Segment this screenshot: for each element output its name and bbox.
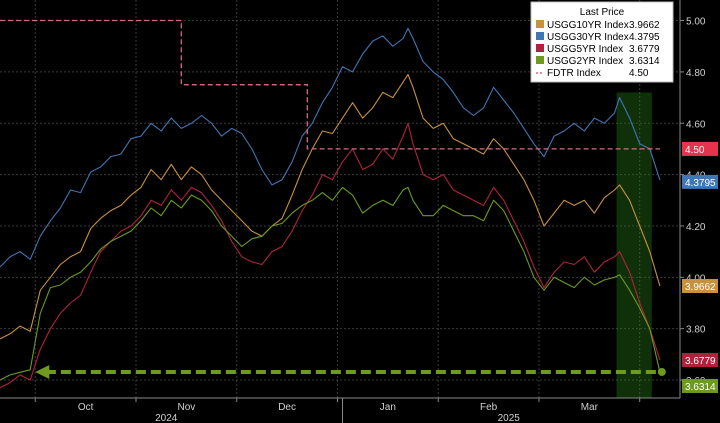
legend-swatch [536, 56, 544, 64]
series-line-usgg10yr-index [0, 73, 661, 340]
series-line-fdtr-index [0, 19, 660, 150]
last-value-tags: 4.50 4.3795 3.9662 3.6779 3.6314 [682, 141, 718, 393]
series-line-usgg2yr-index [0, 186, 661, 381]
x-tick-label: Mar [581, 402, 599, 413]
legend-label: USGG2YR Index [547, 56, 623, 67]
legend-title: Last Price [580, 7, 625, 18]
series-lines [0, 19, 661, 389]
y-tick-label: 4.20 [686, 222, 706, 233]
value-tag-box [682, 378, 718, 393]
value-tag-box [682, 278, 718, 293]
y-tick-label: 4.00 [686, 273, 706, 284]
arrow-head [35, 364, 50, 379]
legend-swatch [536, 32, 544, 40]
y-tick-label: 4.60 [686, 119, 706, 130]
legend-value: 3.9662 [629, 20, 660, 31]
highlight-region [616, 92, 652, 398]
series-line-usgg5yr-index [0, 122, 661, 389]
legend-box [530, 1, 674, 83]
legend-label: USGG30YR Index [547, 32, 629, 43]
value-tag-text: 3.6314 [685, 382, 716, 393]
legend-label: USGG10YR Index [547, 20, 629, 31]
x-tick-label: Nov [177, 402, 195, 413]
value-tag-text: 3.9662 [685, 282, 716, 293]
arrow-annotation [35, 364, 666, 379]
legend-value: 4.50 [629, 68, 649, 79]
x-year-label: 2025 [498, 413, 521, 423]
legend-value: 3.6314 [629, 56, 660, 67]
arrow-endpoint [657, 367, 666, 376]
legend-swatch [536, 20, 544, 28]
y-tick-label: 4.80 [686, 68, 706, 79]
x-year-label: 2024 [155, 413, 178, 423]
series-line-usgg30yr-index [0, 27, 661, 268]
highlight-rect [616, 92, 652, 398]
x-tick-label: Dec [278, 402, 296, 413]
x-tick-label: Jan [380, 402, 396, 413]
y-tick-label: 5.00 [686, 17, 706, 28]
legend-swatch [536, 44, 544, 52]
value-tag-box [682, 353, 718, 368]
legend-value: 3.6779 [629, 44, 660, 55]
value-tag-text: 3.6779 [685, 356, 716, 367]
value-tag-text: 4.50 [685, 145, 705, 156]
value-tag-box [682, 141, 718, 156]
y-tick-label: 3.80 [686, 325, 706, 336]
x-tick-label: Feb [480, 402, 498, 413]
legend-label: FDTR Index [547, 68, 601, 79]
value-tag-text: 4.3795 [685, 178, 716, 189]
legend-label: USGG5YR Index [547, 44, 623, 55]
legend-value: 4.3795 [629, 32, 660, 43]
value-tag-box [682, 174, 718, 189]
x-tick-label: Oct [78, 402, 94, 413]
